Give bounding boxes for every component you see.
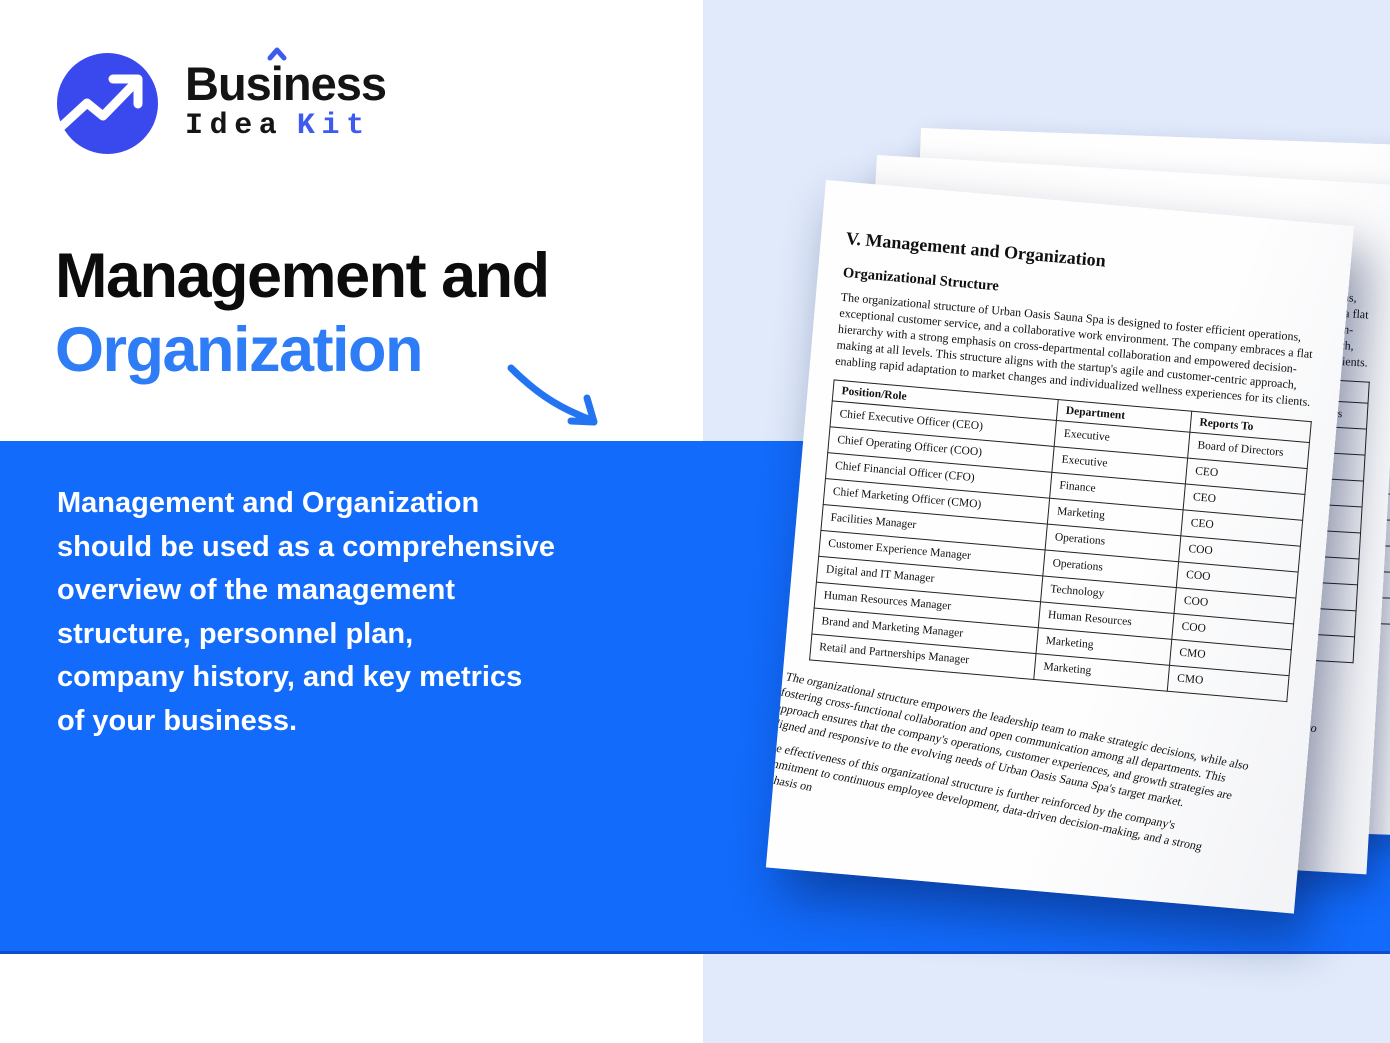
logo-caret-icon (267, 47, 287, 61)
trend-arrow-icon (45, 53, 158, 154)
description-text: Management and Organization should be us… (57, 487, 555, 737)
logo-wordmark-pre: Bus (185, 57, 272, 110)
brand-logo: Busi ness Idea Kit (45, 47, 387, 154)
logo-subtitle: Idea Kit (185, 111, 386, 141)
page-title: Management and Organization (55, 240, 550, 387)
logo-wordmark-post: ness (282, 57, 387, 110)
curved-arrow-icon (507, 364, 598, 426)
logo-kit: Kit (296, 109, 371, 143)
title-line-2: Organization (55, 314, 424, 385)
document-page-front: V. Management and Organization Organizat… (765, 180, 1354, 914)
logo-idea: Idea (185, 109, 284, 143)
logo-wordmark-i: i (270, 57, 284, 110)
title-line-1: Management and (55, 241, 550, 311)
logo-text: Busi ness Idea Kit (185, 47, 387, 141)
document-content: V. Management and Organization Organizat… (766, 180, 1354, 914)
document-closing-block: The organizational structure empowers th… (766, 669, 1260, 875)
logo-wordmark: Busi ness (185, 47, 387, 110)
